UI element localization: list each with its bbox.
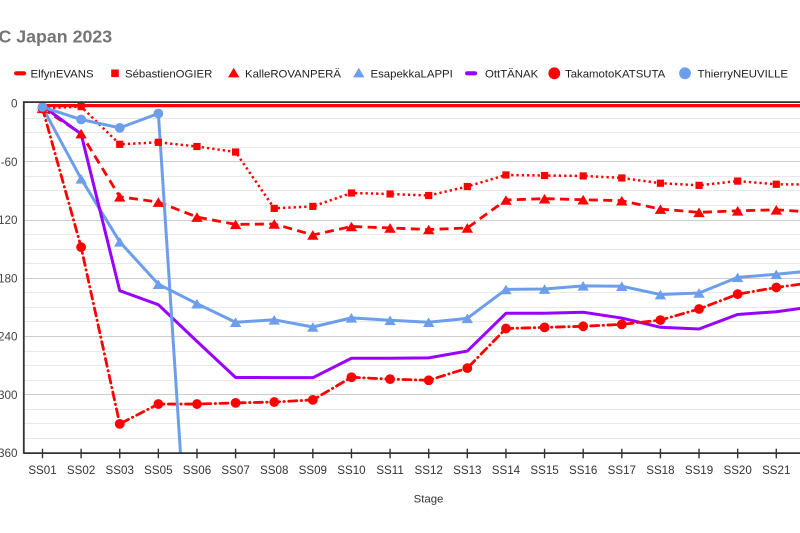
svg-text:-300: -300	[0, 389, 18, 402]
svg-text:-120: -120	[0, 214, 18, 227]
svg-text:SS07: SS07	[221, 464, 249, 477]
svg-text:-360: -360	[0, 447, 18, 460]
svg-text:SS16: SS16	[569, 464, 597, 477]
svg-text:OttTÄNAK: OttTÄNAK	[485, 69, 539, 81]
svg-text:SS21: SS21	[762, 464, 790, 477]
svg-text:EsapekkaLAPPI: EsapekkaLAPPI	[371, 69, 453, 81]
svg-text:0: 0	[11, 98, 18, 111]
svg-text:SS17: SS17	[608, 464, 636, 477]
svg-text:SS15: SS15	[530, 464, 558, 477]
svg-text:SS02: SS02	[67, 464, 95, 477]
svg-text:SS18: SS18	[646, 464, 674, 477]
svg-text:ElfynEVANS: ElfynEVANS	[31, 69, 94, 81]
svg-text:SS13: SS13	[453, 464, 481, 477]
svg-text:SébastienOGIER: SébastienOGIER	[125, 69, 212, 81]
svg-text:SS03: SS03	[106, 464, 134, 477]
svg-text:TakamotoKATSUTA: TakamotoKATSUTA	[565, 69, 666, 81]
svg-text:KalleROVANPERÄ: KalleROVANPERÄ	[245, 69, 341, 81]
svg-text:SS05: SS05	[144, 464, 172, 477]
svg-text:-240: -240	[0, 331, 18, 344]
svg-text:C Japan 2023: C Japan 2023	[0, 26, 112, 46]
svg-text:SS14: SS14	[492, 464, 521, 477]
svg-text:Stage: Stage	[414, 494, 444, 506]
svg-text:SS08: SS08	[260, 464, 288, 477]
svg-text:SS20: SS20	[723, 464, 751, 477]
svg-text:SS19: SS19	[685, 464, 713, 477]
svg-text:SS09: SS09	[299, 464, 327, 477]
svg-text:-180: -180	[0, 272, 18, 285]
svg-text:SS11: SS11	[376, 464, 404, 477]
svg-text:SS01: SS01	[28, 464, 56, 477]
svg-text:-60: -60	[1, 156, 18, 169]
svg-text:ThierryNEUVILLE: ThierryNEUVILLE	[698, 69, 789, 81]
svg-text:SS12: SS12	[415, 464, 443, 477]
svg-text:SS10: SS10	[337, 464, 365, 477]
svg-text:SS06: SS06	[183, 464, 211, 477]
